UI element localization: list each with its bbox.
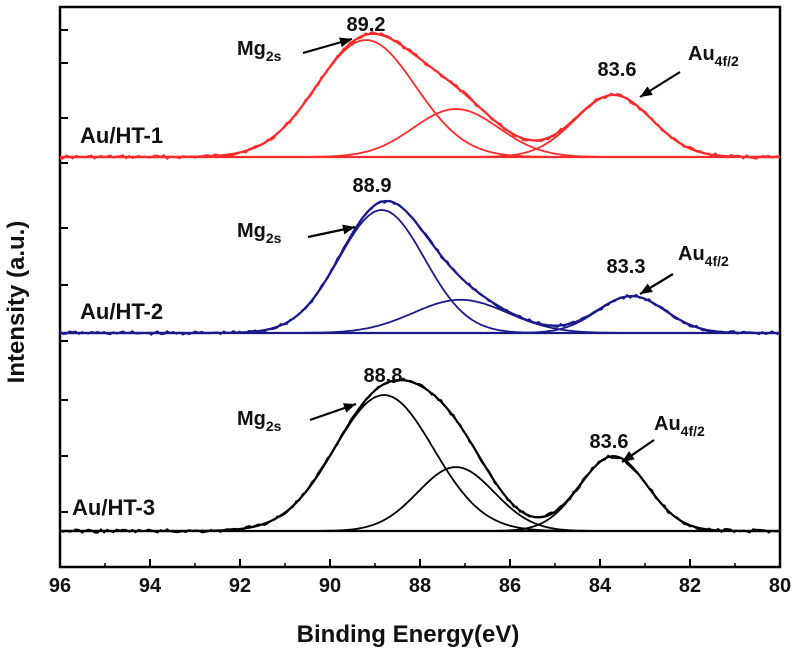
series-label: Au/HT-3 — [72, 495, 155, 520]
peak-value-label: 83.3 — [607, 256, 646, 278]
x-tick-label: 80 — [769, 575, 791, 597]
x-axis: 96 94 92 90 88 86 84 82 80 — [49, 559, 791, 597]
mg-symbol: Mg — [237, 408, 266, 430]
mg-subscript: 2s — [266, 48, 282, 64]
au-symbol: Au — [654, 413, 681, 435]
series-au-ht-3: Au/HT-3 — [59, 377, 780, 534]
au-subscript: 4f/2 — [681, 423, 705, 439]
x-tick-label: 90 — [319, 575, 341, 597]
peak-value-label: 88.8 — [364, 365, 403, 387]
mg-arrow-head — [342, 224, 355, 235]
annotations-au-ht-2: 88.9 83.3 Mg2s Au4f/2 — [237, 175, 729, 295]
raw-spectrum — [59, 31, 779, 161]
peak-value-label: 83.6 — [598, 59, 637, 81]
peak-value-label: 89.2 — [347, 14, 386, 36]
y-axis-ticks — [60, 29, 68, 513]
y-axis-title: Intensity (a.u.) — [3, 221, 30, 384]
x-tick-label: 82 — [679, 575, 701, 597]
au4f-label: Au4f/2 — [688, 43, 739, 69]
x-tick-label: 94 — [139, 575, 162, 597]
annotations-au-ht-1: 89.2 83.6 Mg2s Au4f/2 — [237, 14, 739, 98]
au-arrow-head — [622, 451, 635, 462]
fit-component-2 — [60, 466, 780, 532]
au-subscript: 4f/2 — [715, 53, 739, 69]
au4f-label: Au4f/2 — [678, 243, 729, 269]
mg2s-label: Mg2s — [237, 408, 282, 434]
mg-subscript: 2s — [266, 230, 282, 246]
au-symbol: Au — [678, 243, 705, 265]
fit-envelope — [60, 199, 780, 335]
x-tick-label: 84 — [589, 575, 612, 597]
fit-component-2 — [60, 108, 780, 158]
fit-component-3 — [60, 455, 780, 532]
mg-subscript: 2s — [266, 418, 282, 434]
mg2s-label: Mg2s — [237, 220, 282, 246]
series-label: Au/HT-1 — [80, 123, 163, 148]
annotations-au-ht-3: 88.8 83.6 Mg2s Au4f/2 — [237, 365, 705, 463]
x-tick-label: 86 — [499, 575, 521, 597]
au-subscript: 4f/2 — [705, 253, 729, 269]
mg-symbol: Mg — [237, 38, 266, 60]
au-symbol: Au — [688, 43, 715, 65]
peak-value-label: 83.6 — [590, 431, 629, 453]
x-tick-label: 96 — [49, 575, 71, 597]
raw-spectrum — [59, 199, 779, 336]
series-layer: Au/HT-1 Au/HT-2 Au/HT-3 — [59, 31, 780, 534]
mg-arrow-head — [343, 403, 356, 413]
x-tick-label: 88 — [409, 575, 431, 597]
au-arrow-head — [640, 283, 653, 294]
mg2s-label: Mg2s — [237, 38, 282, 64]
mg-arrow-head — [339, 37, 352, 48]
series-au-ht-2: Au/HT-2 — [59, 199, 780, 336]
fit-envelope — [60, 378, 780, 533]
raw-spectrum — [59, 377, 779, 534]
au-arrow-head — [640, 86, 653, 97]
peak-value-label: 88.9 — [353, 175, 392, 197]
x-tick-label: 92 — [229, 575, 251, 597]
series-au-ht-1: Au/HT-1 — [59, 31, 780, 161]
au4f-label: Au4f/2 — [654, 413, 705, 439]
fit-component-3 — [60, 94, 780, 158]
series-label: Au/HT-2 — [80, 299, 163, 324]
x-axis-title: Binding Energy(eV) — [297, 621, 520, 648]
mg-symbol: Mg — [237, 220, 266, 242]
